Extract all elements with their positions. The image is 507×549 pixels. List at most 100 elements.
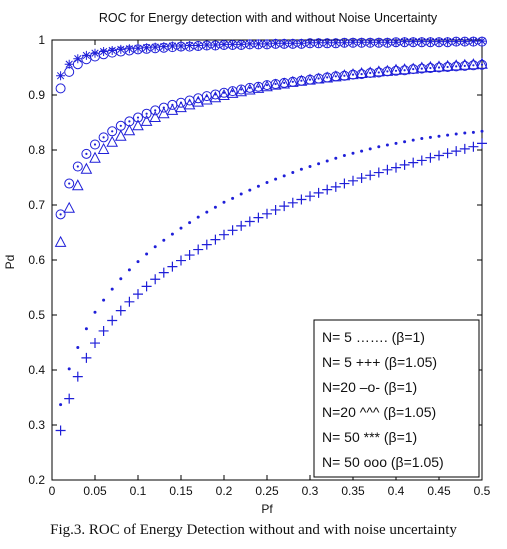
- tick-labels: 0 0.05 0.1 0.15 0.2 0.25 0.3 0.35 0.4 0.45 0.5 0.2 0…: [28, 33, 490, 498]
- data-point-plus: [227, 225, 238, 236]
- data-point-triangle: [441, 59, 454, 71]
- data-point-circle-center: [136, 116, 140, 119]
- data-point-plus: [322, 184, 333, 195]
- data-point-plus: [270, 204, 281, 215]
- data-point-plus: [210, 234, 221, 245]
- data-point-triangle: [157, 107, 170, 119]
- data-point-circle-dot: [98, 132, 109, 143]
- data-point-star: [99, 47, 109, 57]
- data-point-dot: [265, 180, 269, 184]
- data-point-plus: [98, 325, 109, 336]
- data-point-plus: [64, 393, 75, 404]
- y-tick-label: 0.4: [28, 363, 45, 377]
- data-point-triangle: [54, 235, 67, 247]
- data-point-triangle: [467, 58, 480, 70]
- data-point-plus: [287, 197, 298, 208]
- data-point-dot: [67, 367, 71, 371]
- y-tick-label: 1: [38, 33, 45, 47]
- data-point-triangle: [106, 135, 119, 147]
- data-point-circle-center: [93, 143, 97, 146]
- data-point-star: [107, 45, 117, 55]
- x-tick-label: 0.05: [83, 484, 107, 498]
- data-point-star: [236, 39, 246, 49]
- data-point-plus: [425, 152, 436, 163]
- data-point-triangle: [364, 66, 377, 78]
- data-point-triangle: [278, 77, 291, 89]
- data-point-circle-center: [274, 82, 277, 86]
- data-point-circle-dot: [55, 209, 66, 220]
- data-point-plus: [133, 289, 143, 300]
- data-point-triangle: [450, 59, 463, 71]
- data-point-dot: [170, 232, 174, 236]
- data-point-dot: [325, 159, 329, 163]
- data-point-star: [374, 37, 384, 47]
- data-point-dot: [136, 260, 140, 264]
- data-point-dot: [282, 174, 286, 178]
- data-point-plus: [244, 216, 255, 227]
- y-tick-label: 0.7: [28, 198, 45, 212]
- data-point-circle-center: [455, 65, 458, 68]
- data-point-circle-center: [360, 73, 363, 76]
- data-point-star: [73, 54, 83, 64]
- data-point-star: [365, 37, 375, 47]
- data-point-plus: [262, 208, 272, 219]
- data-point-plus: [176, 255, 186, 266]
- data-point-circle-center: [446, 65, 449, 69]
- data-point-circle-center: [248, 86, 251, 89]
- data-point-circle-dot: [133, 112, 143, 123]
- data-point-plus: [468, 141, 479, 152]
- data-point-circle-center: [231, 90, 234, 93]
- data-point-star: [271, 38, 281, 48]
- data-point-star: [124, 44, 134, 54]
- data-point-triangle: [166, 103, 179, 115]
- x-tick-label: 0.15: [169, 484, 193, 498]
- data-point-circle-center: [334, 75, 337, 78]
- data-point-triangle: [390, 63, 402, 75]
- data-point-circle-center: [463, 64, 466, 67]
- data-point-circle-center: [265, 84, 269, 87]
- data-point-triangle: [63, 201, 76, 213]
- data-point-triangle: [132, 119, 144, 131]
- data-point-circle-ring: [141, 108, 152, 119]
- data-point-circle-center: [128, 120, 131, 123]
- data-point-dot: [145, 252, 149, 256]
- data-point-plus: [391, 162, 401, 173]
- data-point-circle-center: [351, 73, 355, 76]
- data-point-triangle: [252, 81, 265, 93]
- data-point-star: [185, 41, 195, 50]
- data-point-star: [305, 38, 315, 48]
- data-point-dot: [239, 192, 243, 196]
- data-point-circle-ring: [55, 209, 66, 220]
- data-point-star: [348, 37, 358, 47]
- data-point-plus: [55, 425, 66, 436]
- x-tick-label: 0.1: [130, 484, 147, 498]
- data-point-triangle: [355, 66, 368, 79]
- data-point-triangle: [407, 62, 420, 74]
- data-point-dot: [411, 138, 415, 142]
- data-point-star: [400, 37, 410, 47]
- data-point-star: [56, 71, 66, 81]
- data-point-triangle: [286, 75, 299, 87]
- data-point-plus: [107, 315, 118, 326]
- data-point-circle-center: [119, 124, 122, 127]
- data-point-plus: [382, 164, 393, 175]
- data-point-dot: [342, 154, 346, 157]
- data-point-circle-center: [291, 80, 294, 83]
- data-point-triangle: [312, 72, 325, 84]
- data-point-dot: [222, 200, 226, 204]
- data-point-triangle: [304, 73, 316, 85]
- data-point-triangle: [243, 83, 256, 95]
- data-point-star: [202, 40, 212, 50]
- data-point-triangle: [329, 70, 342, 82]
- data-point-triangle: [192, 95, 205, 107]
- data-point-triangle: [347, 68, 359, 80]
- data-point-plus: [184, 250, 195, 261]
- data-point-circle-center: [154, 109, 157, 112]
- data-point-star: [219, 39, 229, 49]
- data-point-dot: [188, 221, 192, 225]
- data-point-triangle: [71, 179, 84, 191]
- data-point-triangle: [295, 74, 308, 86]
- data-point-circle-dot: [477, 59, 487, 70]
- legend-entry: N= 5 ……. (β=1): [322, 329, 425, 345]
